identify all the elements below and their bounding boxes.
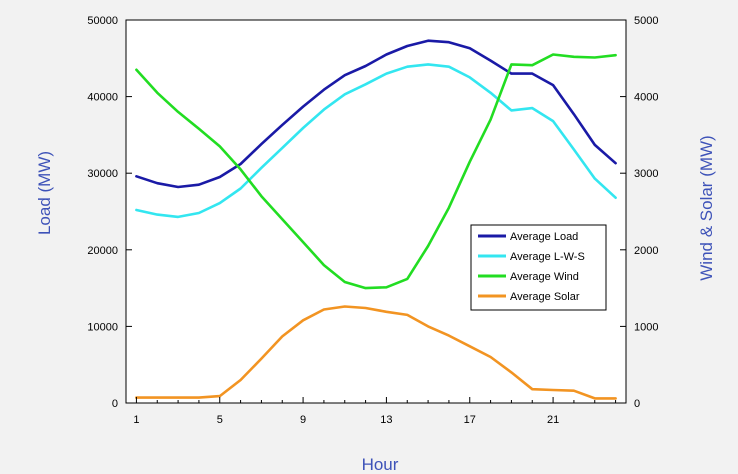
series-line-average-solar [135, 305, 617, 400]
series-line-average-l-w-s [135, 63, 617, 219]
legend-label-average-l-w-s: Average L-W-S [510, 251, 585, 263]
tick-layer: 1 5 9 13 17 21 0 10000 20000 30000 40000 50000 0 1000… [87, 15, 658, 426]
x-tick-label: 21 [547, 414, 559, 426]
y-axis-title: Load (MW) [35, 151, 54, 235]
y-tick-label: 50000 [87, 15, 118, 27]
y2-tick-label: 5000 [634, 15, 658, 27]
y2-tick-label: 1000 [634, 321, 658, 333]
y-tick-label: 10000 [87, 321, 118, 333]
y2-tick-label: 0 [634, 398, 640, 410]
legend-label-average-load: Average Load [510, 231, 578, 243]
y-tick-label: 30000 [87, 168, 118, 180]
y2-tick-label: 3000 [634, 168, 658, 180]
x-tick-label: 1 [133, 414, 139, 426]
legend-label-average-solar: Average Solar [510, 291, 580, 303]
legend: Average Load Average L-W-S Average Wind Ave… [470, 224, 607, 311]
plot-frame [125, 19, 627, 404]
y2-tick-label: 4000 [634, 92, 658, 104]
y-tick-label: 20000 [87, 245, 118, 257]
x-axis-title: Hour [362, 455, 399, 474]
x-tick-label: 17 [464, 414, 476, 426]
y-tick-label: 0 [112, 398, 118, 410]
series-line-average-load [135, 39, 617, 189]
series-layer [135, 39, 617, 400]
legend-label-average-wind: Average Wind [510, 271, 579, 283]
x-tick-label: 5 [217, 414, 223, 426]
y-tick-label: 40000 [87, 92, 118, 104]
plot-area [126, 20, 626, 403]
x-tick-label: 9 [300, 414, 306, 426]
y2-axis-title: Wind & Solar (MW) [697, 135, 716, 280]
y2-tick-label: 2000 [634, 245, 658, 257]
series-line-average-wind [135, 53, 617, 290]
x-tick-label: 13 [380, 414, 392, 426]
